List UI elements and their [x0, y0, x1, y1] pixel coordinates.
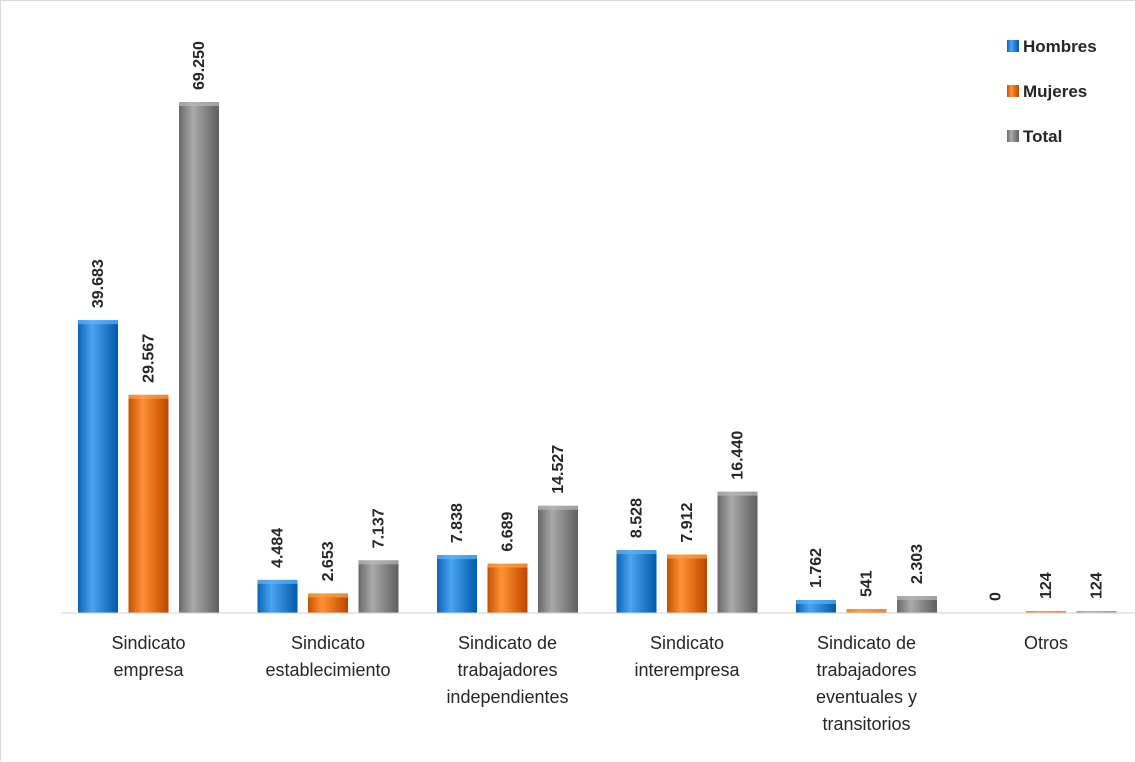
bar-bevel-mujeres-3 — [667, 554, 707, 559]
category-label-2: Sindicato de trabajadores independientes — [446, 633, 568, 707]
data-label-hombres-0: 39.683 — [90, 259, 107, 308]
data-label-hombres-5: 0 — [988, 592, 1005, 601]
category-label-3: Sindicato interempresa — [634, 633, 740, 680]
bar-bevel-mujeres-2 — [487, 563, 528, 568]
bar-bevel-hombres-3 — [616, 550, 657, 555]
data-label-total-2: 14.527 — [550, 445, 567, 494]
bar-total-4 — [897, 596, 937, 613]
data-label-hombres-2: 7.838 — [449, 503, 466, 543]
data-label-hombres-3: 8.528 — [629, 498, 646, 538]
data-label-total-3: 16.440 — [730, 431, 747, 480]
data-label-hombres-1: 4.484 — [270, 528, 287, 568]
bar-bevel-hombres-0 — [78, 320, 118, 325]
data-label-total-1: 7.137 — [371, 508, 388, 548]
data-label-mujeres-5: 124 — [1038, 572, 1055, 599]
data-label-mujeres-2: 6.689 — [500, 512, 517, 552]
data-label-mujeres-1: 2.653 — [320, 541, 337, 581]
legend: Hombres Mujeres Total — [1007, 37, 1097, 146]
legend-swatch-mujeres — [1007, 85, 1019, 97]
data-label-total-5: 124 — [1089, 572, 1106, 599]
bar-bevel-hombres-4 — [796, 599, 836, 604]
category-label-1: Sindicato establecimiento — [265, 633, 390, 680]
data-label-hombres-4: 1.762 — [808, 548, 825, 588]
bar-hombres-2 — [437, 555, 477, 613]
category-label-5: Otros — [1024, 633, 1068, 653]
bar-bevel-total-2 — [538, 505, 578, 510]
bar-mujeres-0 — [128, 394, 169, 613]
category-label-0: Sindicato empresa — [111, 633, 185, 680]
data-label-total-4: 2.303 — [909, 544, 926, 584]
bar-bevel-total-0 — [179, 102, 219, 106]
data-label-total-0: 69.250 — [191, 41, 208, 90]
bar-total-1 — [358, 560, 399, 613]
legend-label-total: Total — [1023, 127, 1062, 146]
bar-bevel-total-4 — [897, 596, 937, 601]
data-label-mujeres-3: 7.912 — [679, 502, 696, 542]
legend-label-mujeres: Mujeres — [1023, 82, 1087, 101]
bar-total-0 — [179, 102, 219, 613]
data-label-mujeres-4: 541 — [859, 570, 876, 597]
bar-bevel-hombres-1 — [257, 579, 298, 584]
bar-bevel-total-5 — [1076, 611, 1117, 613]
bar-hombres-3 — [616, 550, 657, 613]
bar-mujeres-2 — [487, 563, 528, 613]
bar-mujeres-1 — [308, 593, 348, 613]
legend-swatch-hombres — [1007, 40, 1019, 52]
bar-hombres-0 — [78, 320, 118, 613]
bar-total-3 — [717, 491, 758, 613]
data-label-mujeres-0: 29.567 — [141, 334, 158, 383]
bar-bevel-mujeres-5 — [1026, 611, 1066, 613]
bar-bevel-mujeres-0 — [128, 394, 169, 399]
bar-bevel-mujeres-1 — [308, 593, 348, 598]
bar-bevel-mujeres-4 — [846, 609, 887, 613]
bar-hombres-1 — [257, 579, 298, 613]
legend-label-hombres: Hombres — [1023, 37, 1097, 56]
bar-bevel-hombres-2 — [437, 555, 477, 560]
bar-bevel-total-1 — [358, 560, 399, 565]
bar-bevel-total-3 — [717, 491, 758, 496]
legend-swatch-total — [1007, 130, 1019, 142]
category-label-4: Sindicato de trabajadores eventuales y tran… — [816, 633, 917, 734]
bar-mujeres-3 — [667, 554, 707, 613]
bar-total-2 — [538, 505, 578, 613]
